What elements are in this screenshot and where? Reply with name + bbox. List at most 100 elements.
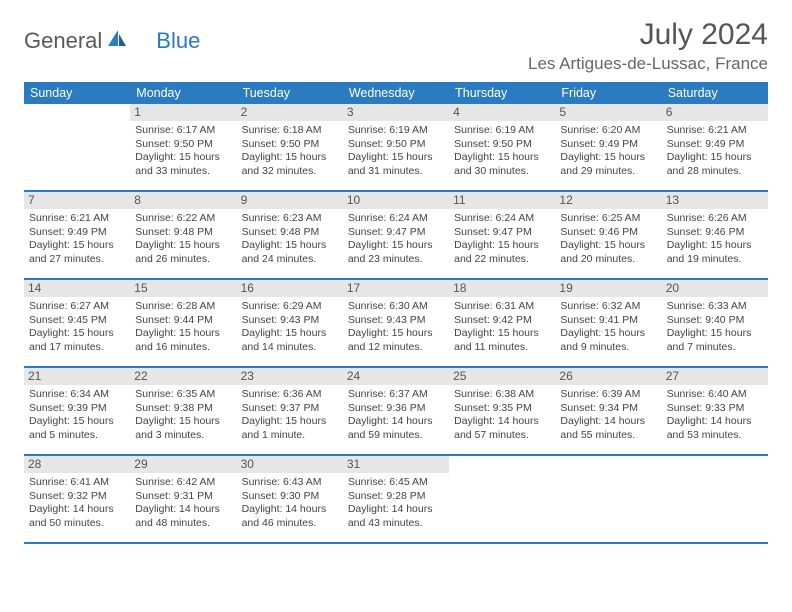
sunrise-line: Sunrise: 6:42 AM bbox=[135, 476, 231, 489]
daylight-line: Daylight: 15 hours and 16 minutes. bbox=[135, 327, 231, 354]
daylight-line: Daylight: 15 hours and 1 minute. bbox=[242, 415, 338, 442]
sunrise-line: Sunrise: 6:18 AM bbox=[242, 124, 338, 137]
day-cell: 25Sunrise: 6:38 AMSunset: 9:35 PMDayligh… bbox=[449, 368, 555, 454]
daylight-line: Daylight: 15 hours and 9 minutes. bbox=[560, 327, 656, 354]
sunset-line: Sunset: 9:44 PM bbox=[135, 314, 231, 327]
day-cell bbox=[24, 104, 130, 190]
day-number: 26 bbox=[555, 368, 661, 385]
day-cell: 24Sunrise: 6:37 AMSunset: 9:36 PMDayligh… bbox=[343, 368, 449, 454]
sunrise-line: Sunrise: 6:28 AM bbox=[135, 300, 231, 313]
day-cell: 17Sunrise: 6:30 AMSunset: 9:43 PMDayligh… bbox=[343, 280, 449, 366]
day-number: 24 bbox=[343, 368, 449, 385]
sunset-line: Sunset: 9:38 PM bbox=[135, 402, 231, 415]
day-number: 9 bbox=[237, 192, 343, 209]
day-cell: 13 Sunrise: 6:26 AMSunset: 9:46 PMDayligh… bbox=[662, 192, 768, 278]
sunset-line: Sunset: 9:32 PM bbox=[29, 490, 125, 503]
sunrise-line: Sunrise: 6:26 AM bbox=[667, 212, 763, 225]
day-cell: 29Sunrise: 6:42 AMSunset: 9:31 PMDayligh… bbox=[130, 456, 236, 542]
day-number: 13 bbox=[662, 192, 768, 209]
sunrise-line: Sunrise: 6:30 AM bbox=[348, 300, 444, 313]
weekday-cell: Wednesday bbox=[343, 82, 449, 104]
day-cell: 6Sunrise: 6:21 AMSunset: 9:49 PMDaylight… bbox=[662, 104, 768, 190]
sunset-line: Sunset: 9:49 PM bbox=[560, 138, 656, 151]
sunset-line: Sunset: 9:43 PM bbox=[242, 314, 338, 327]
sunrise-line: Sunrise: 6:27 AM bbox=[29, 300, 125, 313]
logo-text-blue: Blue bbox=[156, 28, 200, 54]
sunrise-line: Sunrise: 6:19 AM bbox=[348, 124, 444, 137]
day-number: 20 bbox=[662, 280, 768, 297]
weekday-cell: Saturday bbox=[662, 82, 768, 104]
sunset-line: Sunset: 9:49 PM bbox=[29, 226, 125, 239]
sunset-line: Sunset: 9:50 PM bbox=[454, 138, 550, 151]
daylight-line: Daylight: 15 hours and 11 minutes. bbox=[454, 327, 550, 354]
daylight-line: Daylight: 15 hours and 30 minutes. bbox=[454, 151, 550, 178]
daylight-line: Daylight: 15 hours and 19 minutes. bbox=[667, 239, 763, 266]
sunrise-line: Sunrise: 6:24 AM bbox=[348, 212, 444, 225]
location-label: Les Artigues-de-Lussac, France bbox=[528, 54, 768, 74]
day-number: 21 bbox=[24, 368, 130, 385]
title-block: July 2024 Les Artigues-de-Lussac, France bbox=[528, 18, 768, 74]
sunset-line: Sunset: 9:28 PM bbox=[348, 490, 444, 503]
sunset-line: Sunset: 9:39 PM bbox=[29, 402, 125, 415]
daylight-line: Daylight: 15 hours and 24 minutes. bbox=[242, 239, 338, 266]
day-number: 3 bbox=[343, 104, 449, 121]
day-number: 23 bbox=[237, 368, 343, 385]
day-cell bbox=[662, 456, 768, 542]
day-cell: 11Sunrise: 6:24 AMSunset: 9:47 PMDayligh… bbox=[449, 192, 555, 278]
daylight-line: Daylight: 14 hours and 43 minutes. bbox=[348, 503, 444, 530]
sunset-line: Sunset: 9:50 PM bbox=[135, 138, 231, 151]
sunrise-line: Sunrise: 6:38 AM bbox=[454, 388, 550, 401]
sunset-line: Sunset: 9:43 PM bbox=[348, 314, 444, 327]
daylight-line: Daylight: 14 hours and 53 minutes. bbox=[667, 415, 763, 442]
sunrise-line: Sunrise: 6:24 AM bbox=[454, 212, 550, 225]
sunset-line: Sunset: 9:49 PM bbox=[667, 138, 763, 151]
day-cell: 14Sunrise: 6:27 AMSunset: 9:45 PMDayligh… bbox=[24, 280, 130, 366]
week-row: 7Sunrise: 6:21 AMSunset: 9:49 PMDaylight… bbox=[24, 192, 768, 280]
day-cell: 15 Sunrise: 6:28 AMSunset: 9:44 PMDayligh… bbox=[130, 280, 236, 366]
sunset-line: Sunset: 9:46 PM bbox=[667, 226, 763, 239]
weekday-cell: Friday bbox=[555, 82, 661, 104]
sunrise-line: Sunrise: 6:31 AM bbox=[454, 300, 550, 313]
day-number: 15 bbox=[130, 280, 236, 297]
sunrise-line: Sunrise: 6:21 AM bbox=[667, 124, 763, 137]
day-number: 14 bbox=[24, 280, 130, 297]
sunrise-line: Sunrise: 6:19 AM bbox=[454, 124, 550, 137]
weekday-cell: Monday bbox=[130, 82, 236, 104]
sail-icon bbox=[106, 28, 128, 54]
day-number: 4 bbox=[449, 104, 555, 121]
day-number: 22 bbox=[130, 368, 236, 385]
sunset-line: Sunset: 9:47 PM bbox=[454, 226, 550, 239]
daylight-line: Daylight: 15 hours and 23 minutes. bbox=[348, 239, 444, 266]
daylight-line: Daylight: 15 hours and 20 minutes. bbox=[560, 239, 656, 266]
day-number: 6 bbox=[662, 104, 768, 121]
sunset-line: Sunset: 9:31 PM bbox=[135, 490, 231, 503]
sunrise-line: Sunrise: 6:37 AM bbox=[348, 388, 444, 401]
sunset-line: Sunset: 9:50 PM bbox=[242, 138, 338, 151]
sunset-line: Sunset: 9:37 PM bbox=[242, 402, 338, 415]
day-cell bbox=[449, 456, 555, 542]
sunset-line: Sunset: 9:41 PM bbox=[560, 314, 656, 327]
day-cell: 18Sunrise: 6:31 AMSunset: 9:42 PMDayligh… bbox=[449, 280, 555, 366]
calendar: SundayMondayTuesdayWednesdayThursdayFrid… bbox=[24, 82, 768, 544]
daylight-line: Daylight: 14 hours and 55 minutes. bbox=[560, 415, 656, 442]
day-cell: 21Sunrise: 6:34 AMSunset: 9:39 PMDayligh… bbox=[24, 368, 130, 454]
sunrise-line: Sunrise: 6:21 AM bbox=[29, 212, 125, 225]
daylight-line: Daylight: 15 hours and 31 minutes. bbox=[348, 151, 444, 178]
day-number: 31 bbox=[343, 456, 449, 473]
day-number: 16 bbox=[237, 280, 343, 297]
day-cell: 28Sunrise: 6:41 AMSunset: 9:32 PMDayligh… bbox=[24, 456, 130, 542]
day-number: 8 bbox=[130, 192, 236, 209]
day-cell: 30Sunrise: 6:43 AMSunset: 9:30 PMDayligh… bbox=[237, 456, 343, 542]
weekday-cell: Thursday bbox=[449, 82, 555, 104]
sunrise-line: Sunrise: 6:22 AM bbox=[135, 212, 231, 225]
day-cell bbox=[555, 456, 661, 542]
daylight-line: Daylight: 15 hours and 7 minutes. bbox=[667, 327, 763, 354]
sunrise-line: Sunrise: 6:20 AM bbox=[560, 124, 656, 137]
day-number: 5 bbox=[555, 104, 661, 121]
day-cell: 26Sunrise: 6:39 AMSunset: 9:34 PMDayligh… bbox=[555, 368, 661, 454]
day-cell: 7Sunrise: 6:21 AMSunset: 9:49 PMDaylight… bbox=[24, 192, 130, 278]
daylight-line: Daylight: 15 hours and 12 minutes. bbox=[348, 327, 444, 354]
sunset-line: Sunset: 9:36 PM bbox=[348, 402, 444, 415]
day-number: 2 bbox=[237, 104, 343, 121]
daylight-line: Daylight: 14 hours and 46 minutes. bbox=[242, 503, 338, 530]
